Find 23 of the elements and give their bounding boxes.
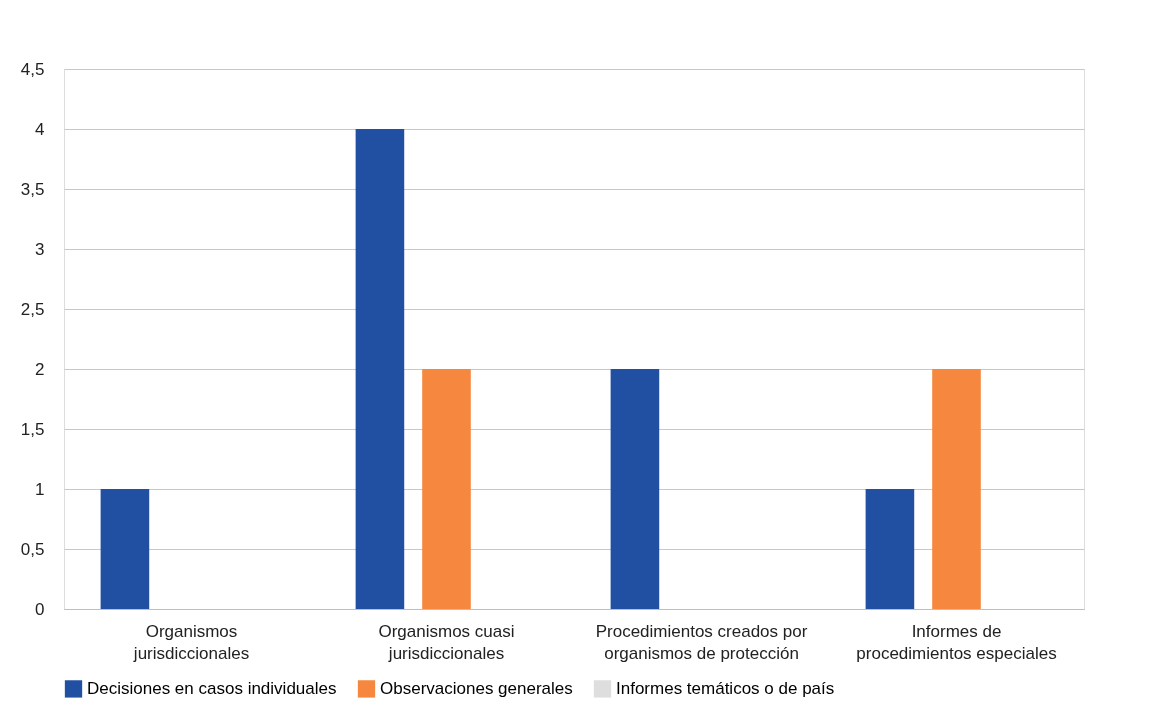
y-tick-label: 3,5 — [20, 179, 45, 199]
y-tick-label: 0,5 — [20, 539, 45, 559]
x-tick-label: Procedimientos creados por organismos de protección — [595, 621, 808, 663]
bar — [100, 489, 150, 609]
y-tick-label: 1 — [35, 479, 45, 499]
y-tick-label: 4 — [35, 119, 45, 139]
y-tick-label: 3 — [35, 239, 45, 259]
x-tick-label: Organismos cuasi jurisdiccionales — [378, 621, 515, 663]
legend-label: Informes temáticos o de país — [616, 678, 835, 698]
y-tick-label: 4,5 — [20, 59, 45, 79]
y-tick-label: 2,5 — [20, 299, 45, 319]
legend-label: Decisiones en casos individuales — [87, 678, 337, 698]
y-tick-label: 0 — [35, 599, 45, 619]
y-tick-label: 1,5 — [20, 419, 45, 439]
bar — [355, 129, 405, 609]
bar — [422, 369, 471, 609]
bar — [610, 369, 660, 609]
x-tick-label: Informes de procedimientos especiales — [856, 621, 1057, 663]
x-tick-label: Organismos jurisdiccionales — [132, 621, 250, 663]
bar — [932, 369, 981, 609]
bar — [865, 489, 915, 609]
y-tick-label: 2 — [35, 359, 45, 379]
legend-label: Observaciones generales — [380, 678, 573, 698]
